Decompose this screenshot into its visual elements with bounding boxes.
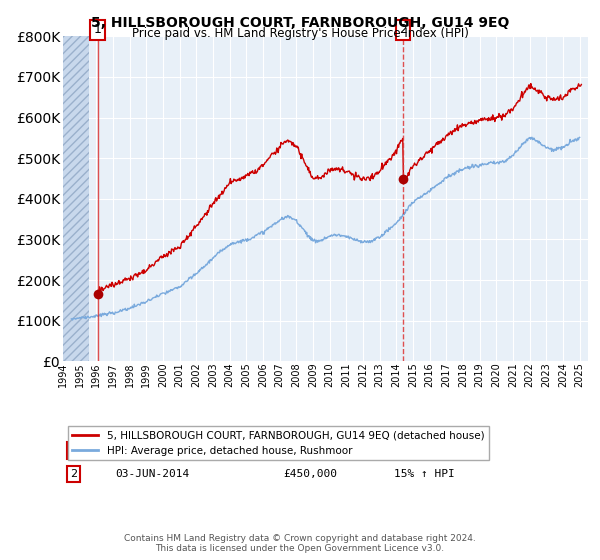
Text: £450,000: £450,000 <box>284 469 337 479</box>
Text: £166,000: £166,000 <box>284 446 337 455</box>
Text: 1: 1 <box>70 446 77 455</box>
Text: 1: 1 <box>94 24 101 36</box>
Text: 2: 2 <box>70 469 77 479</box>
Text: 2: 2 <box>400 24 407 36</box>
Text: 03-JUN-2014: 03-JUN-2014 <box>115 469 190 479</box>
Text: Price paid vs. HM Land Registry's House Price Index (HPI): Price paid vs. HM Land Registry's House … <box>131 27 469 40</box>
Bar <box>63 4 89 361</box>
Text: 56% ↑ HPI: 56% ↑ HPI <box>394 446 455 455</box>
Text: 26-JAN-1996: 26-JAN-1996 <box>115 446 190 455</box>
Legend: 5, HILLSBOROUGH COURT, FARNBOROUGH, GU14 9EQ (detached house), HPI: Average pric: 5, HILLSBOROUGH COURT, FARNBOROUGH, GU14… <box>68 427 488 460</box>
Text: 15% ↑ HPI: 15% ↑ HPI <box>394 469 455 479</box>
Text: 5, HILLSBOROUGH COURT, FARNBOROUGH, GU14 9EQ: 5, HILLSBOROUGH COURT, FARNBOROUGH, GU14… <box>91 16 509 30</box>
Text: Contains HM Land Registry data © Crown copyright and database right 2024.
This d: Contains HM Land Registry data © Crown c… <box>124 534 476 553</box>
